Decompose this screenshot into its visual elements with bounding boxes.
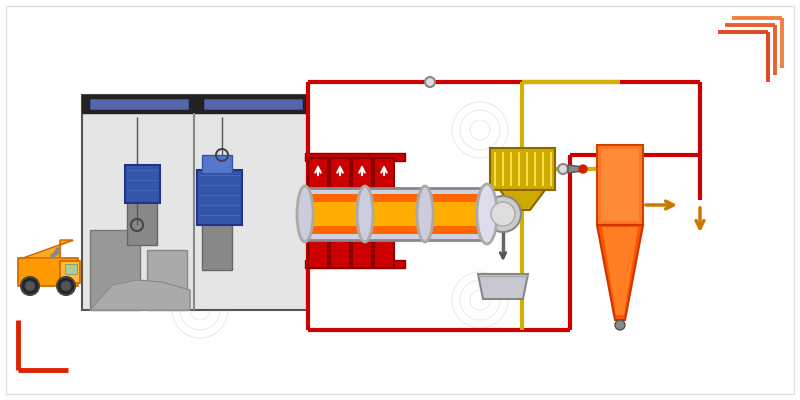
- Circle shape: [615, 320, 625, 330]
- Bar: [90, 99, 188, 109]
- Circle shape: [56, 248, 60, 252]
- Polygon shape: [90, 280, 190, 310]
- Polygon shape: [23, 240, 73, 258]
- Circle shape: [61, 281, 71, 291]
- Circle shape: [485, 196, 521, 232]
- Bar: [308, 158, 328, 190]
- Ellipse shape: [477, 184, 497, 244]
- Bar: [82, 95, 307, 113]
- Bar: [310, 202, 480, 226]
- Bar: [127, 200, 157, 245]
- Polygon shape: [478, 274, 528, 299]
- Circle shape: [57, 277, 75, 295]
- Ellipse shape: [297, 186, 313, 242]
- Bar: [204, 99, 302, 109]
- Bar: [490, 148, 555, 190]
- Bar: [310, 194, 480, 234]
- Bar: [197, 170, 242, 225]
- Polygon shape: [602, 227, 638, 315]
- Ellipse shape: [477, 186, 493, 242]
- Bar: [202, 220, 232, 270]
- Circle shape: [54, 251, 58, 255]
- Bar: [597, 145, 643, 225]
- Bar: [330, 158, 350, 190]
- Polygon shape: [568, 165, 583, 173]
- Ellipse shape: [357, 186, 373, 242]
- Circle shape: [25, 281, 35, 291]
- Bar: [65, 264, 77, 274]
- Circle shape: [491, 202, 515, 226]
- Bar: [330, 238, 350, 268]
- Bar: [305, 153, 405, 161]
- Bar: [147, 250, 187, 310]
- Bar: [305, 260, 405, 268]
- Bar: [60, 261, 80, 283]
- Bar: [352, 158, 372, 190]
- Bar: [125, 165, 160, 203]
- Bar: [202, 155, 232, 173]
- Bar: [18, 258, 78, 286]
- Ellipse shape: [417, 186, 433, 242]
- Bar: [374, 158, 394, 190]
- Bar: [374, 238, 394, 268]
- Circle shape: [425, 77, 435, 87]
- Polygon shape: [500, 190, 545, 210]
- Circle shape: [579, 165, 587, 173]
- Bar: [82, 95, 307, 310]
- Bar: [352, 238, 372, 268]
- Circle shape: [558, 164, 568, 174]
- Bar: [601, 149, 639, 221]
- Polygon shape: [597, 225, 643, 320]
- Bar: [308, 238, 328, 268]
- Bar: [90, 230, 140, 310]
- Circle shape: [51, 254, 55, 258]
- Circle shape: [21, 277, 39, 295]
- Bar: [305, 188, 485, 240]
